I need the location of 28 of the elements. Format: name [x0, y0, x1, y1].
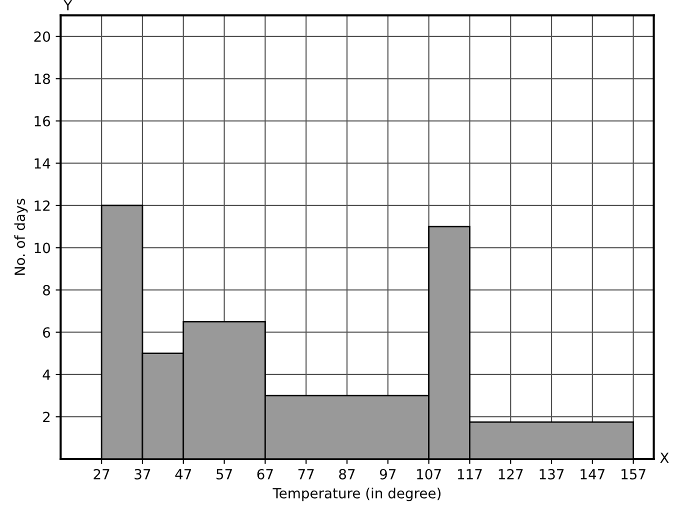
y-tick-label: 8	[43, 284, 50, 296]
text: Y	[64, 0, 72, 10]
x-tick-label: 77	[298, 469, 314, 480]
y-tick-label: 10	[34, 242, 50, 254]
y-tick-label: 14	[34, 158, 50, 168]
x-tick-label: 57	[216, 469, 232, 480]
x-tick-label: 107	[417, 468, 441, 480]
y-axis-title: No. of days	[14, 198, 28, 275]
y-tick-label: 4	[42, 370, 50, 380]
text: X	[660, 452, 669, 463]
x-axis-title: Temperature (in degree)	[272, 488, 441, 502]
x-tick-label: 67	[257, 468, 273, 480]
x-tick-label: 87	[339, 468, 355, 480]
x-tick-label: 127	[498, 468, 523, 480]
x-tick-label: 157	[622, 469, 646, 480]
x-tick-label: 97	[380, 468, 396, 480]
x-tick-label: 37	[134, 468, 150, 480]
x-tick-label: 117	[458, 469, 482, 480]
x-tick-label: 137	[540, 468, 564, 480]
y-tick-label: 2	[43, 412, 50, 422]
y-tick-label: 16	[34, 116, 50, 126]
y-tick-label: 20	[34, 31, 50, 42]
x-tick-label: 27	[94, 468, 110, 480]
y-tick-label: 6	[43, 327, 50, 338]
x-tick-label: 47	[175, 469, 192, 480]
y-tick-label: 18	[34, 74, 50, 84]
y-tick-label: 12	[34, 200, 50, 211]
x-tick-label: 147	[580, 469, 604, 480]
